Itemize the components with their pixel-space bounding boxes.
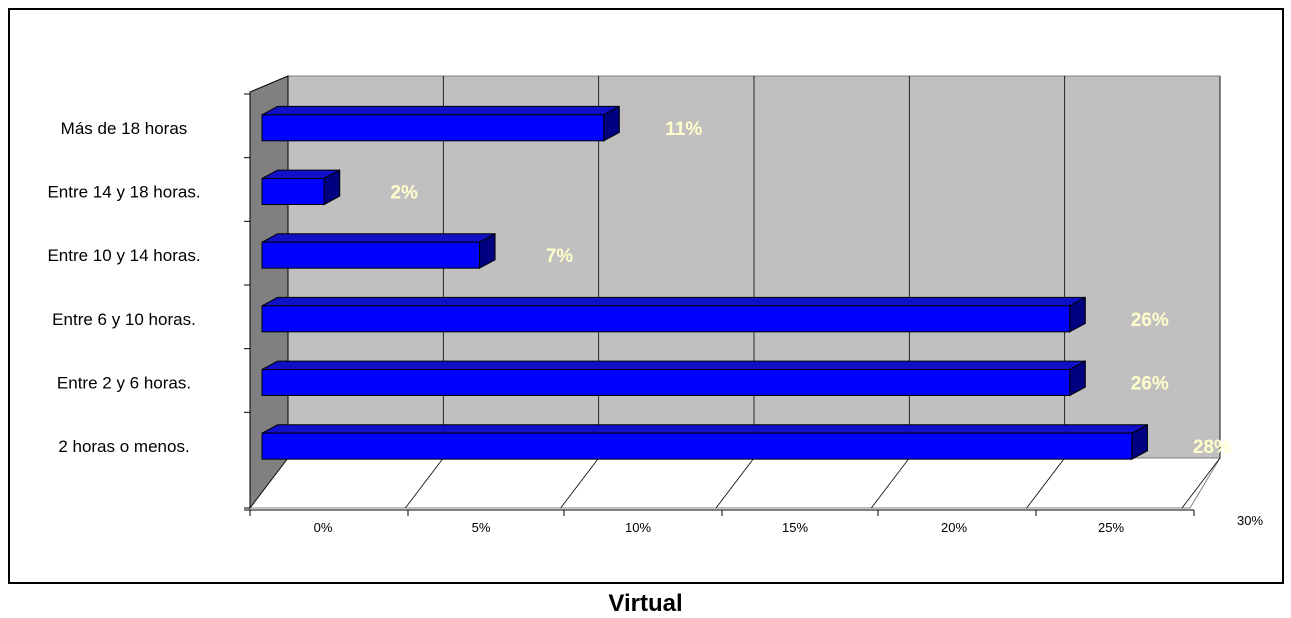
floor-gridline: [715, 457, 755, 509]
data-label: 26%: [1131, 374, 1169, 395]
floor-gridline: [405, 457, 444, 509]
bar-top: [261, 233, 496, 243]
bar-top: [261, 424, 1148, 434]
tick-labels: 0% 5% 10% 15% 20% 25% 30%: [314, 513, 1264, 535]
x-tick-label: 30%: [1237, 513, 1263, 528]
data-label: 28%: [1193, 437, 1231, 458]
x-tick-label: 25%: [1098, 520, 1124, 535]
bar-front: [261, 432, 1133, 460]
bar-front: [261, 305, 1071, 333]
category-label: Más de 18 horas: [61, 119, 188, 138]
floor-gridline: [560, 457, 599, 509]
category-label: Entre 14 y 18 horas.: [47, 183, 200, 202]
bar: [261, 105, 620, 142]
bar: [261, 169, 341, 206]
bar: [261, 360, 1086, 397]
bar-front: [261, 178, 325, 205]
data-label: 26%: [1131, 310, 1169, 331]
data-label: 7%: [546, 246, 574, 267]
category-labels: Más de 18 horas Entre 14 y 18 horas. Entre…: [47, 119, 200, 456]
x-tick-label: 5%: [472, 520, 491, 535]
floor-gridline: [1026, 457, 1065, 509]
data-labels: 11% 2% 7% 26% 26% 28%: [390, 119, 1231, 458]
bar-front: [261, 241, 480, 269]
floor-gridline: [249, 457, 289, 509]
bar: [261, 232, 496, 270]
x-tick-label: 0%: [314, 520, 333, 535]
data-label: 11%: [665, 119, 702, 140]
bar-front: [261, 369, 1071, 396]
category-label: Entre 2 y 6 horas.: [57, 374, 191, 393]
bar-top: [261, 296, 1086, 307]
category-label: 2 horas o menos.: [58, 437, 189, 456]
floor-gridline: [871, 457, 910, 509]
bar-front: [261, 114, 605, 142]
chart-title: Virtual: [608, 590, 683, 617]
floor-gridline: [1181, 457, 1221, 509]
bar-top: [261, 105, 620, 116]
bar-top: [261, 360, 1086, 370]
bars: [261, 105, 1148, 461]
bar: [261, 296, 1086, 333]
x-tick-label: 20%: [941, 520, 967, 535]
x-tick-label: 10%: [625, 520, 651, 535]
bar: [261, 423, 1148, 461]
axes: [244, 93, 1195, 516]
category-label: Entre 10 y 14 horas.: [47, 246, 200, 265]
x-tick-label: 15%: [782, 520, 808, 535]
category-label: Entre 6 y 10 horas.: [52, 310, 196, 329]
data-label: 2%: [390, 183, 418, 204]
